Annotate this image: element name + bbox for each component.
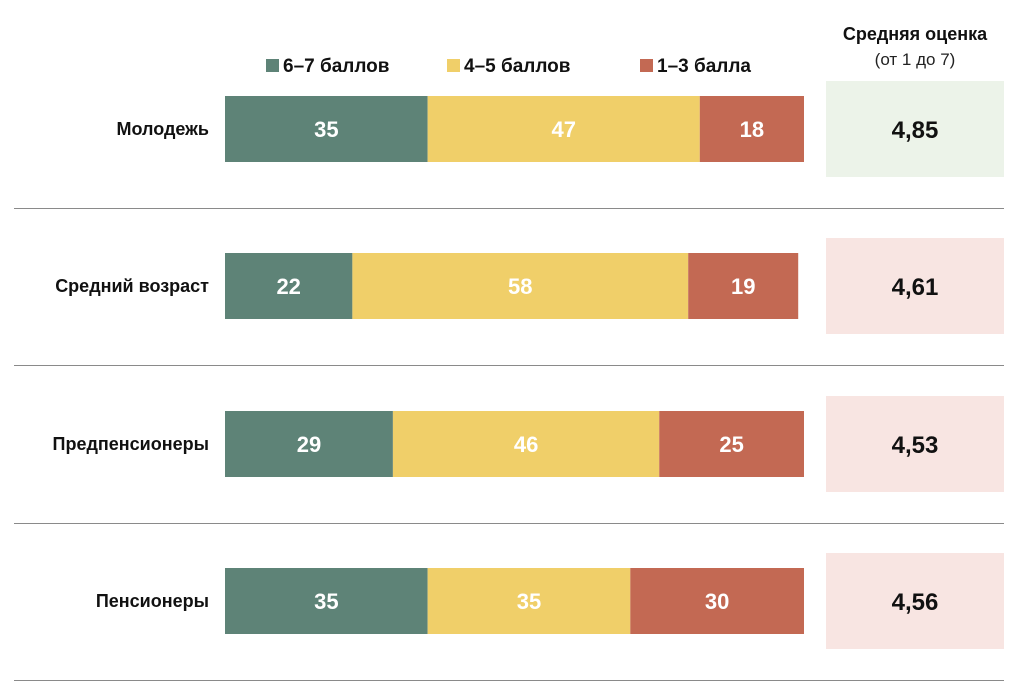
bar-value-label: 29: [297, 432, 321, 457]
average-value: 4,85: [892, 117, 939, 144]
bar-value-label: 18: [740, 117, 764, 142]
legend-label-3: 1–3 балла: [657, 56, 751, 77]
category-label: Пенсионеры: [96, 591, 209, 611]
row-пенсионеры: Пенсионеры 35 35 30 4,56: [14, 553, 1004, 681]
category-label: Средний возраст: [55, 276, 209, 296]
average-value: 4,56: [892, 589, 939, 616]
bar-segment-1: [225, 411, 393, 477]
bar-value-label: 47: [551, 117, 575, 142]
average-header: Средняя оценка (от 1 до 7): [843, 24, 988, 69]
bar-segment-3: [630, 568, 804, 634]
row-средний-возраст: Средний возраст 22 58 19 4,61: [14, 238, 1004, 366]
bar-value-label: 25: [719, 432, 743, 457]
bar-value-label: 22: [276, 274, 300, 299]
legend-label-2: 4–5 баллов: [464, 56, 570, 77]
category-label: Предпенсионеры: [53, 434, 209, 454]
bar-value-label: 58: [508, 274, 532, 299]
bar-segment-2: [352, 253, 689, 319]
bar-segment-2: [427, 96, 700, 162]
bar-value-label: 30: [705, 589, 729, 614]
average-box: [826, 396, 1004, 492]
bar-segment-1: [225, 253, 353, 319]
bar-segment-2: [392, 411, 660, 477]
bar-value-label: 46: [514, 432, 538, 457]
average-value: 4,61: [892, 274, 939, 301]
average-value: 4,53: [892, 432, 939, 459]
average-box: [826, 553, 1004, 649]
legend-swatch-3: [640, 59, 653, 72]
legend-swatch-2: [447, 59, 460, 72]
row-предпенсионеры: Предпенсионеры 29 46 25 4,53: [14, 396, 1004, 524]
category-label: Молодежь: [116, 119, 209, 139]
row-молодежь: Молодежь 35 47 18 4,85: [14, 81, 1004, 209]
bar-segment-3: [699, 96, 804, 162]
bar-segment-3: [688, 253, 799, 319]
bar-value-label: 35: [314, 117, 338, 142]
bar-segment-2: [427, 568, 631, 634]
bar-segment-1: [225, 568, 428, 634]
legend-swatch-1: [266, 59, 279, 72]
average-box: [826, 238, 1004, 334]
average-title: Средняя оценка: [843, 24, 988, 44]
bar-segment-3: [659, 411, 804, 477]
legend: 6–7 баллов 4–5 баллов 1–3 балла: [266, 56, 751, 77]
bar-rows: Молодежь 35 47 18 4,85 Средний возраст 22 58 19 4…: [14, 81, 1004, 681]
average-subtitle: (от 1 до 7): [875, 50, 956, 69]
legend-label-1: 6–7 баллов: [283, 56, 389, 77]
bar-value-label: 35: [517, 589, 541, 614]
bar-segment-1: [225, 96, 428, 162]
bar-value-label: 19: [731, 274, 755, 299]
bar-value-label: 35: [314, 589, 338, 614]
average-box: [826, 81, 1004, 177]
